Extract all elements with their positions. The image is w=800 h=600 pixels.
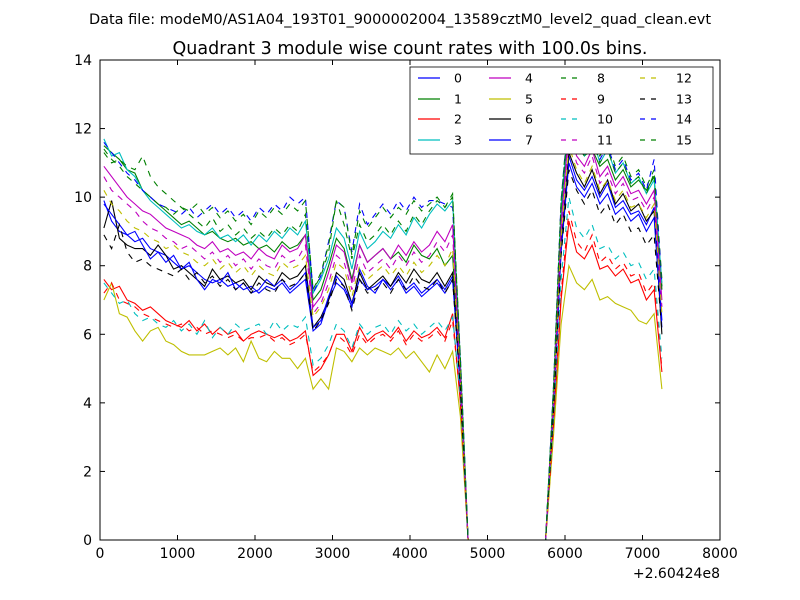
- suptitle: Data file: modeM0/AS1A04_193T01_90000020…: [89, 12, 711, 28]
- legend-label-13: 13: [676, 92, 692, 107]
- plot-lines: [103, 107, 663, 541]
- series-line-10: [103, 196, 663, 541]
- series-line-5: [103, 263, 663, 541]
- legend-label-10: 10: [597, 112, 613, 127]
- legend-label-9: 9: [597, 92, 605, 107]
- legend-label-6: 6: [525, 112, 533, 127]
- y-tick-label: 8: [83, 259, 92, 275]
- legend-label-8: 8: [597, 71, 605, 86]
- legend-label-12: 12: [676, 71, 692, 86]
- legend-label-3: 3: [454, 133, 462, 148]
- chart-title: Quadrant 3 module wise count rates with …: [173, 39, 648, 59]
- y-tick-label: 10: [74, 190, 92, 206]
- legend-label-1: 1: [454, 92, 462, 107]
- y-tick-label: 2: [83, 464, 92, 480]
- x-tick-label: 3000: [315, 546, 351, 562]
- legend-label-11: 11: [597, 133, 613, 148]
- x-tick-label: 5000: [470, 546, 506, 562]
- x-tick-label: 0: [96, 546, 105, 562]
- legend-label-2: 2: [454, 112, 462, 127]
- x-tick-label: 8000: [702, 546, 738, 562]
- series-line-7: [103, 162, 663, 541]
- series-line-9: [103, 210, 663, 541]
- series-line-15: [103, 114, 663, 541]
- legend-label-0: 0: [454, 71, 462, 86]
- y-tick-label: 0: [83, 533, 92, 549]
- legend-label-5: 5: [525, 92, 533, 107]
- x-tick-label: 7000: [625, 546, 661, 562]
- legend-label-14: 14: [676, 112, 692, 127]
- x-tick-label: 2000: [237, 546, 273, 562]
- x-tick-label: 6000: [547, 546, 583, 562]
- y-tick-label: 14: [74, 53, 92, 69]
- y-tick-label: 6: [83, 327, 92, 343]
- series-line-3: [103, 114, 663, 541]
- series-line-0: [103, 155, 663, 541]
- x-axis: 0 1000 2000 3000 4000 5000 6000 7000 8000: [96, 60, 738, 562]
- series-line-2: [103, 220, 663, 541]
- series-line-13: [103, 169, 663, 541]
- x-tick-label: 4000: [392, 546, 428, 562]
- legend-label-15: 15: [676, 133, 692, 148]
- x-tick-label: 1000: [160, 546, 196, 562]
- series-line-8: [103, 107, 663, 541]
- x-offset-label: +2.60424e8: [633, 566, 720, 582]
- y-tick-label: 4: [83, 396, 92, 412]
- series-line-11: [103, 135, 663, 541]
- y-tick-label: 12: [74, 122, 92, 138]
- legend-label-7: 7: [525, 133, 533, 148]
- legend-label-4: 4: [525, 71, 533, 86]
